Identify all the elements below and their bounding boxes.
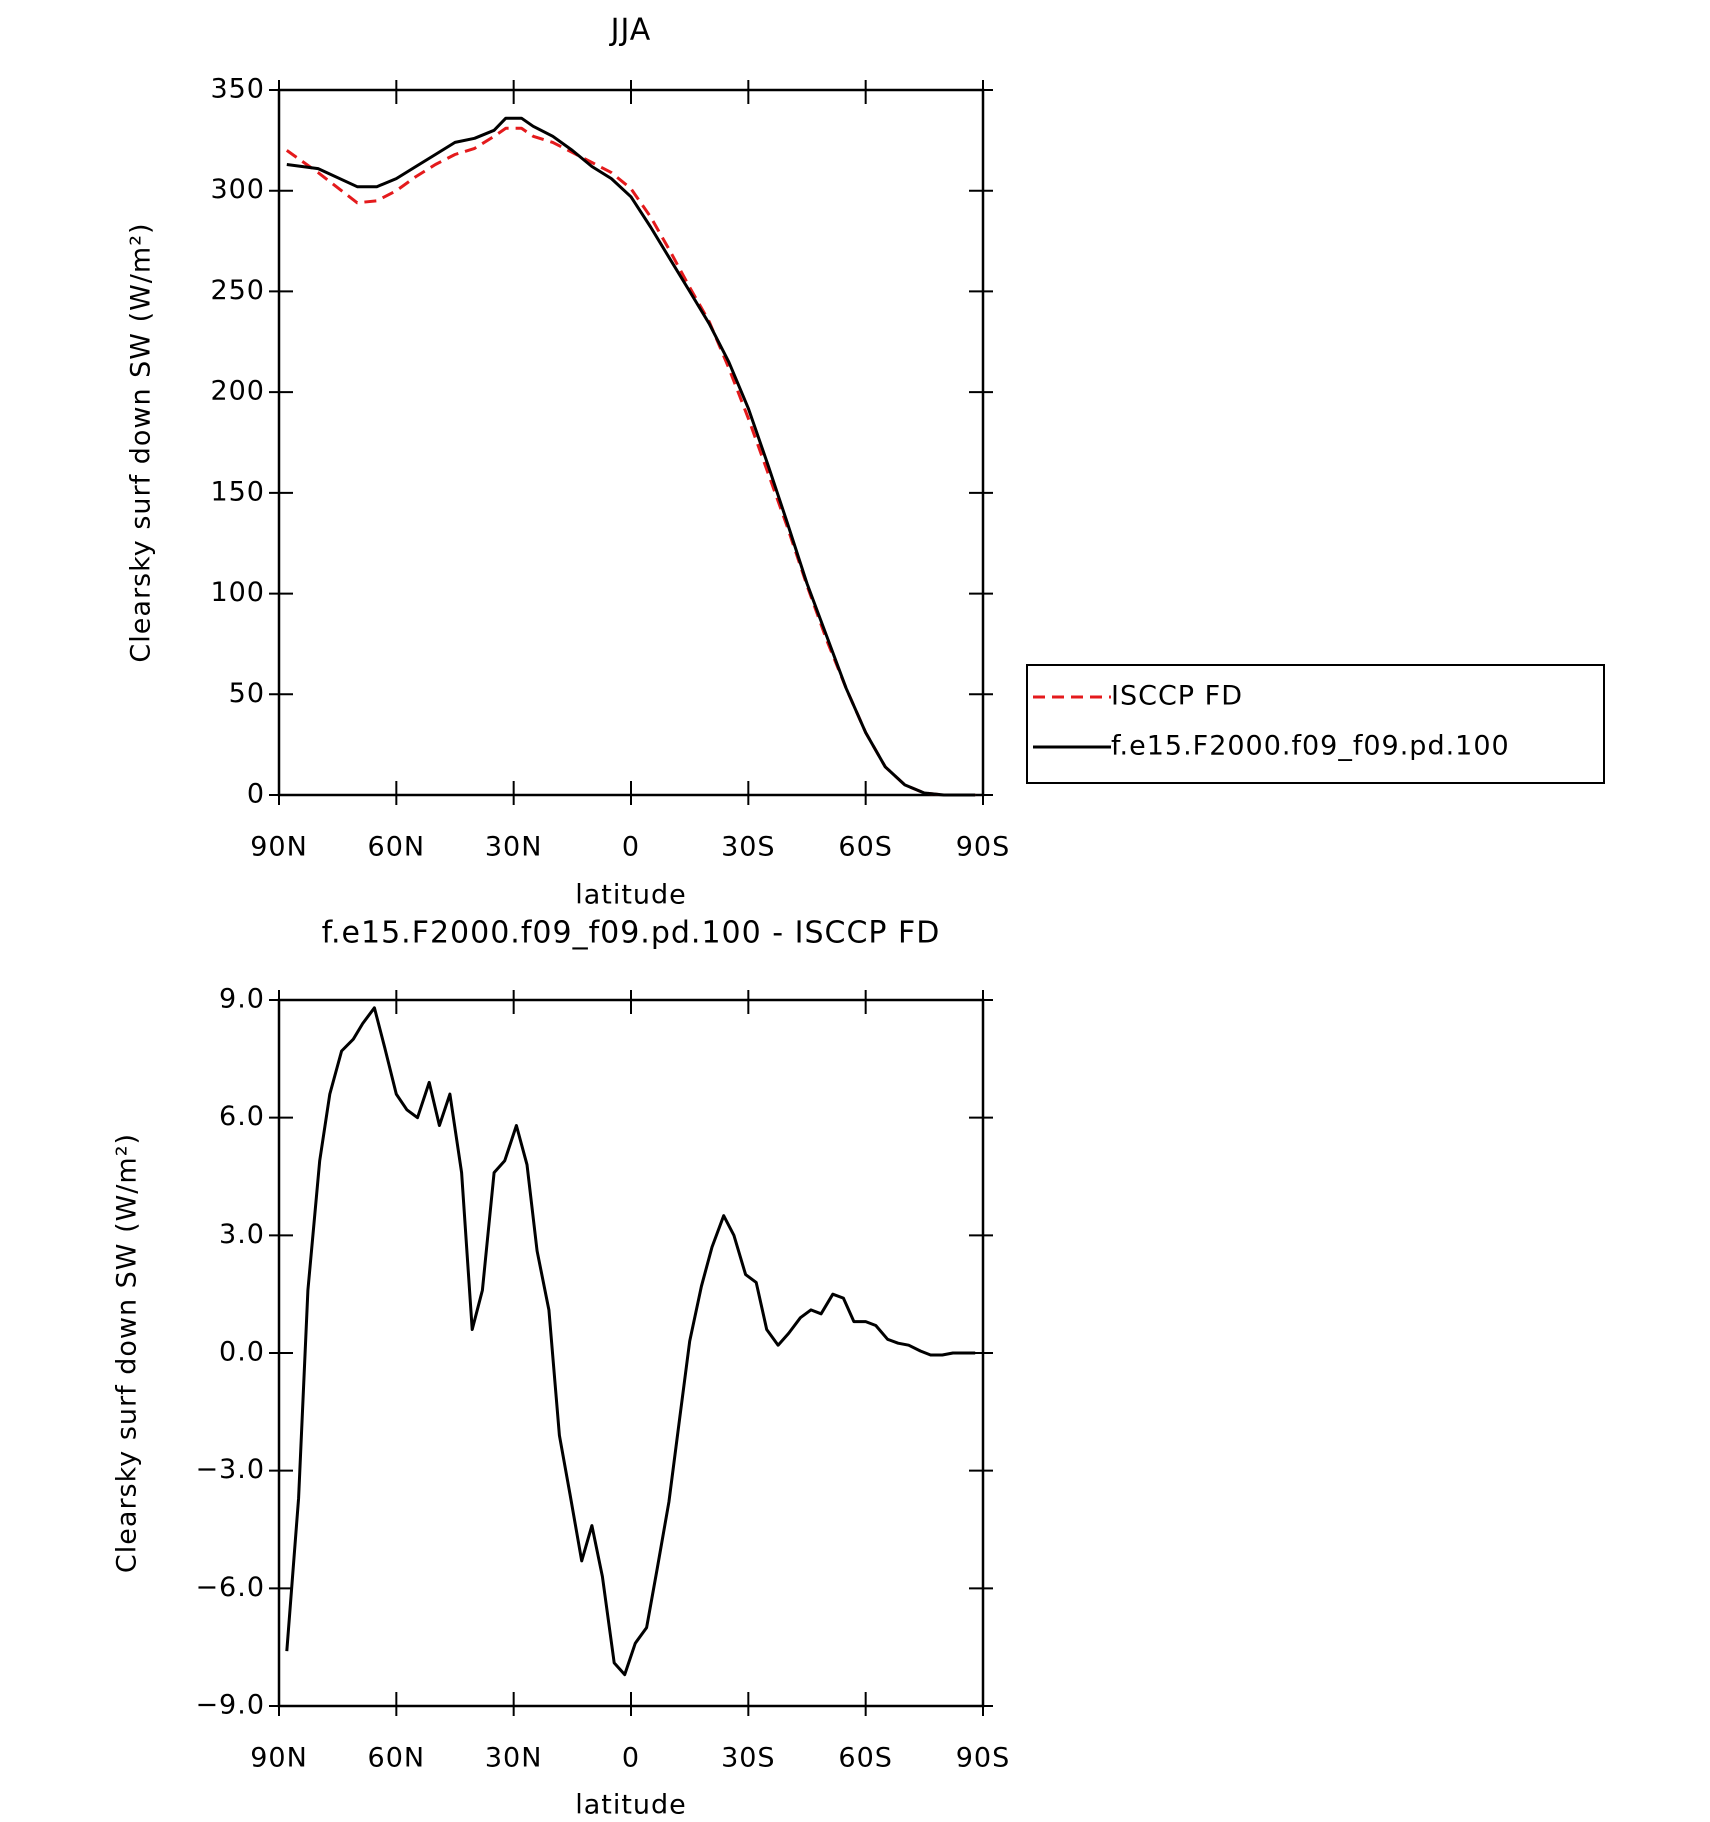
series-line — [285, 126, 976, 797]
y-tick-label: 350 — [210, 74, 265, 105]
x-tick-label: 90S — [956, 832, 1011, 863]
y-tick-label: 50 — [229, 678, 265, 709]
x-tick-label: 60N — [368, 1743, 426, 1774]
x-tick-label: 0 — [622, 832, 640, 863]
y-axis-label: Clearsky surf down SW (W/m²) — [126, 222, 157, 662]
y-tick-label: 9.0 — [219, 984, 265, 1015]
y-tick-label: 300 — [210, 174, 265, 205]
x-tick-label: 0 — [622, 1743, 640, 1774]
y-tick-label: 150 — [210, 476, 265, 507]
x-tick-label: 30N — [485, 1743, 543, 1774]
series-line — [286, 116, 976, 797]
x-axis-label: latitude — [575, 1790, 687, 1821]
x-tick-label: 30N — [485, 832, 543, 863]
x-tick-label: 90S — [956, 1743, 1011, 1774]
x-tick-label: 90N — [250, 832, 308, 863]
chart-title: JJA — [609, 13, 652, 48]
x-tick-label: 30S — [721, 832, 776, 863]
x-tick-label: 60N — [368, 832, 426, 863]
legend-label: f.e15.F2000.f09_f09.pd.100 — [1111, 731, 1510, 762]
x-tick-label: 90N — [250, 1743, 308, 1774]
y-tick-label: 200 — [210, 376, 265, 407]
y-tick-label: 6.0 — [219, 1101, 265, 1132]
x-tick-label: 60S — [838, 1743, 893, 1774]
chart-title: f.e15.F2000.f09_f09.pd.100 - ISCCP FD — [322, 916, 941, 951]
legend-box — [1026, 664, 1605, 784]
y-tick-label: −9.0 — [195, 1690, 265, 1721]
legend-label: ISCCP FD — [1111, 681, 1243, 712]
y-tick-label: 3.0 — [219, 1219, 265, 1250]
series-line — [285, 1006, 976, 1677]
plot-frame — [277, 88, 985, 797]
y-tick-label: 0 — [247, 779, 265, 810]
x-tick-label: 30S — [721, 1743, 776, 1774]
y-tick-label: 0.0 — [219, 1337, 265, 1368]
y-tick-label: 100 — [210, 577, 265, 608]
x-tick-label: 60S — [838, 832, 893, 863]
y-axis-label: Clearsky surf down SW (W/m²) — [112, 1133, 143, 1573]
plot-frame — [277, 998, 985, 1708]
y-tick-label: 250 — [210, 275, 265, 306]
y-tick-label: −3.0 — [195, 1454, 265, 1485]
x-axis-label: latitude — [575, 880, 687, 911]
y-tick-label: −6.0 — [195, 1572, 265, 1603]
